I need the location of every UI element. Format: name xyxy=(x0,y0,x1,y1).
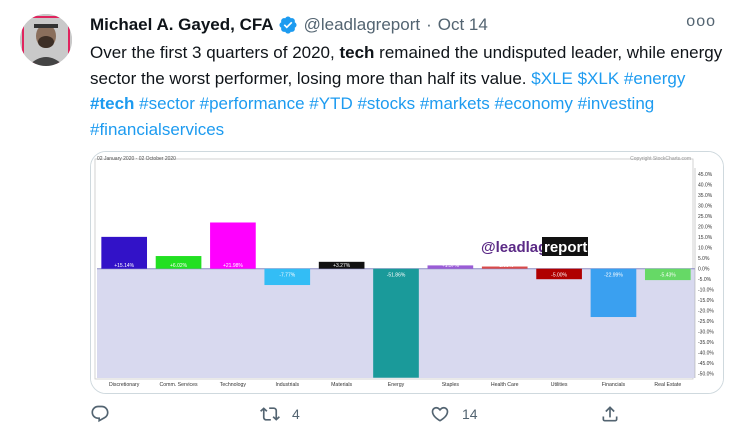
avatar-image xyxy=(20,14,72,66)
hashtag-link[interactable]: #sector xyxy=(139,94,195,113)
tweet-text-part: Over the first 3 quarters of 2020, xyxy=(90,43,340,62)
author-name[interactable]: Michael A. Gayed, CFA xyxy=(90,15,274,34)
x-category-label: Health Care xyxy=(491,382,519,388)
like-button[interactable]: 14 xyxy=(430,404,478,424)
y-tick-label: -15.0% xyxy=(698,298,714,304)
x-category-label: Materials xyxy=(331,382,352,388)
x-category-label: Comm. Services xyxy=(160,382,198,388)
bar-health-care xyxy=(481,266,528,269)
y-tick-label: -35.0% xyxy=(698,340,714,346)
share-icon xyxy=(602,406,618,422)
sector-performance-chart: 02 January 2020 - 02 October 2020 Copyri… xyxy=(91,152,723,393)
bar-value-label: +21.98% xyxy=(223,263,243,269)
bar-materials xyxy=(318,261,365,269)
bar-value-label: -7.77% xyxy=(279,273,295,279)
chart-copyright: Copyright StockCharts.com xyxy=(630,156,691,162)
y-tick-label: 45.0% xyxy=(698,172,713,178)
tweet-text: Over the first 3 quarters of 2020, tech … xyxy=(90,40,730,142)
tweet-header: Michael A. Gayed, CFA @leadlagreport · O… xyxy=(90,13,730,37)
y-tick-label: -40.0% xyxy=(698,351,714,357)
bar-value-label: +15.14% xyxy=(114,263,134,269)
bar-value-label: +6.02% xyxy=(170,263,188,269)
retweet-count: 4 xyxy=(292,406,300,422)
hashtag-link[interactable]: #YTD xyxy=(309,94,353,113)
watermark-text: @leadlag xyxy=(481,239,547,256)
bar-technology xyxy=(210,222,256,269)
y-tick-label: -10.0% xyxy=(698,288,714,294)
x-category-label: Real Estate xyxy=(654,382,681,388)
bar-value-label: +1.03% xyxy=(496,263,514,269)
cashtag-link[interactable]: $XLK xyxy=(577,68,620,88)
y-tick-label: 10.0% xyxy=(698,245,713,251)
hashtag-link[interactable]: #tech xyxy=(90,94,135,113)
bar-comm-services xyxy=(155,256,202,269)
separator-dot: · xyxy=(426,15,432,34)
hashtag-link[interactable]: #financialservices xyxy=(90,119,225,139)
x-category-label: Staples xyxy=(442,382,460,388)
y-tick-label: -45.0% xyxy=(698,361,714,367)
y-tick-label: -5.0% xyxy=(698,277,712,283)
reply-button[interactable] xyxy=(90,404,122,424)
y-tick-label: -25.0% xyxy=(698,319,714,325)
bar-energy xyxy=(373,268,419,378)
watermark: @leadlag report xyxy=(479,234,588,258)
reply-icon xyxy=(91,405,109,423)
chart-date-range: 02 January 2020 - 02 October 2020 xyxy=(97,156,176,162)
x-category-label: Energy xyxy=(388,382,405,388)
more-options-icon[interactable]: ooo xyxy=(686,13,716,30)
tweet-actions: 4 14 xyxy=(90,404,690,430)
y-tick-label: 0.0% xyxy=(698,266,710,272)
bar-financials xyxy=(590,268,637,318)
bar-value-label: +1.57% xyxy=(442,263,460,269)
hashtag-link[interactable]: #energy xyxy=(623,68,686,88)
tweet-text-bold: tech xyxy=(339,43,375,62)
x-category-label: Utilities xyxy=(551,382,568,388)
y-tick-label: 35.0% xyxy=(698,193,713,199)
bar-value-label: -5.43% xyxy=(660,273,676,279)
bar-value-label: -22.99% xyxy=(604,273,623,279)
bar-value-label: +3.27% xyxy=(333,263,351,269)
y-tick-label: -50.0% xyxy=(698,372,714,378)
verified-badge-icon xyxy=(278,15,298,35)
y-tick-label: 40.0% xyxy=(698,182,713,188)
x-category-label: Technology xyxy=(220,382,247,388)
tweet-date[interactable]: Oct 14 xyxy=(437,15,488,34)
x-category-label: Discretionary xyxy=(109,382,140,388)
author-handle[interactable]: @leadlagreport xyxy=(303,15,421,34)
tweet-text-part: remained the undisputed leader, while en… xyxy=(90,43,723,88)
hashtag-link[interactable]: #economy xyxy=(494,94,573,113)
hashtag-link[interactable]: #performance xyxy=(199,94,305,113)
heart-icon xyxy=(431,406,449,422)
bar-staples xyxy=(427,265,474,269)
bar-value-label: -5.00% xyxy=(551,273,567,279)
bar-utilities xyxy=(536,268,582,280)
y-tick-label: 5.0% xyxy=(698,256,710,262)
y-tick-label: 20.0% xyxy=(698,224,713,230)
y-tick-label: -30.0% xyxy=(698,330,714,336)
tweet-media-chart[interactable]: 02 January 2020 - 02 October 2020 Copyri… xyxy=(90,151,724,394)
bar-industrials xyxy=(264,268,311,286)
hashtag-link[interactable]: #markets xyxy=(419,94,490,113)
cashtag-link[interactable]: $XLE xyxy=(531,68,573,88)
y-tick-label: 15.0% xyxy=(698,235,713,241)
x-category-label: Industrials xyxy=(275,382,299,388)
x-category-label: Financials xyxy=(602,382,626,388)
hashtag-link[interactable]: #investing xyxy=(577,94,655,113)
like-count: 14 xyxy=(462,406,478,422)
y-tick-label: 25.0% xyxy=(698,214,713,220)
hashtag-link[interactable]: #stocks xyxy=(357,94,416,113)
share-button[interactable] xyxy=(600,404,620,424)
y-tick-label: 30.0% xyxy=(698,203,713,209)
y-tick-label: -20.0% xyxy=(698,309,714,315)
retweet-icon xyxy=(260,407,280,421)
retweet-button[interactable]: 4 xyxy=(260,404,300,424)
bar-discretionary xyxy=(101,236,148,269)
bar-value-label: -51.86% xyxy=(387,273,406,279)
watermark-text-highlight: report xyxy=(544,239,587,256)
bar-real-estate xyxy=(644,268,691,281)
avatar[interactable] xyxy=(20,14,72,66)
